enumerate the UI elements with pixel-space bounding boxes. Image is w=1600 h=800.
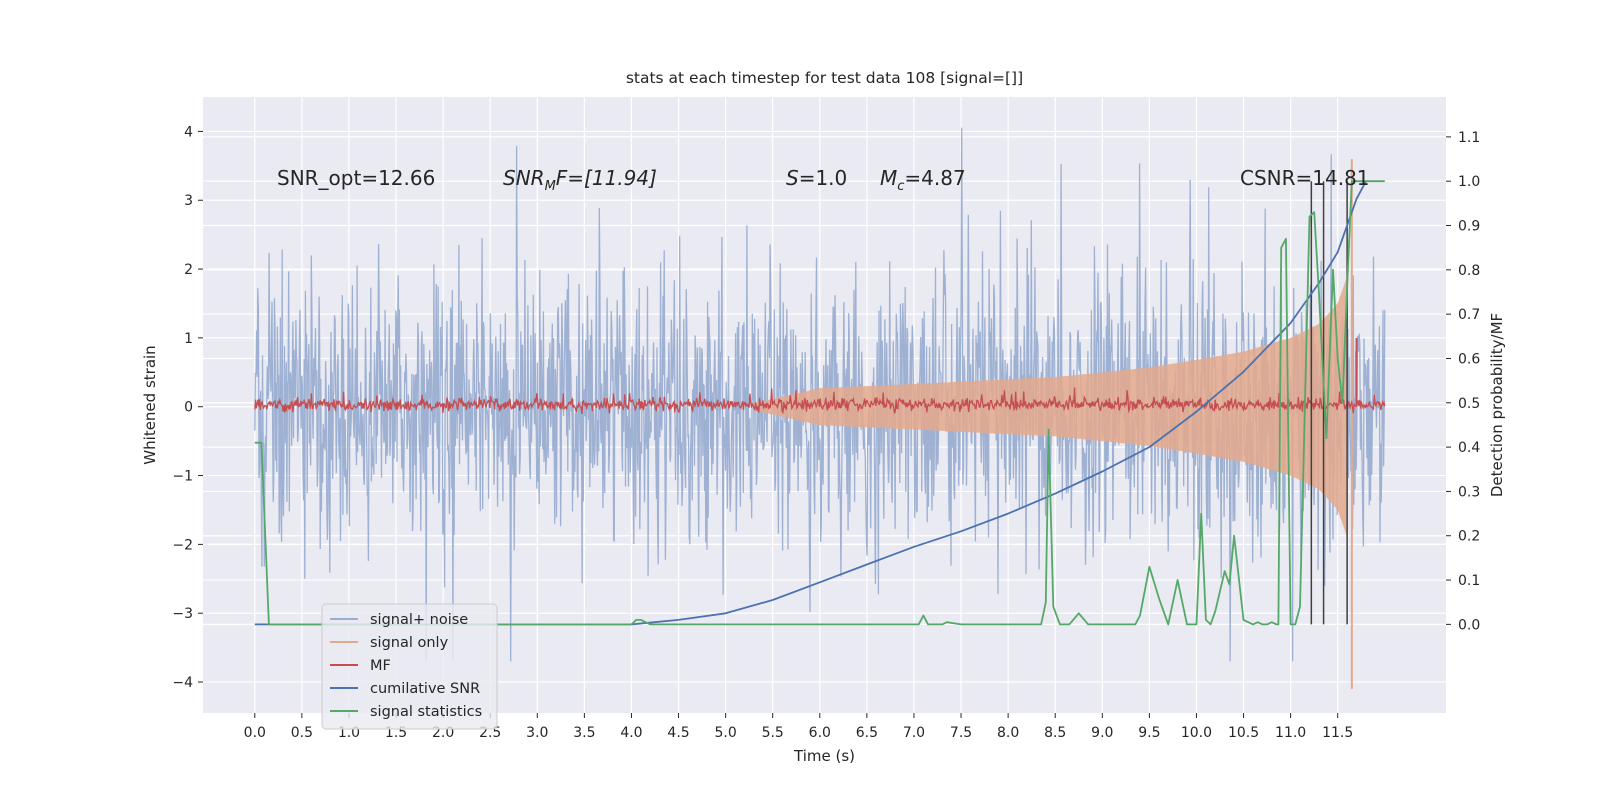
x-tick-label: 5.0 bbox=[714, 725, 736, 741]
series-layer bbox=[254, 127, 1386, 689]
x-tick-label: 11.5 bbox=[1322, 725, 1353, 741]
legend: signal+ noise signal only MF cumilative SNR… bbox=[321, 603, 498, 730]
x-tick-label: 8.5 bbox=[1044, 725, 1066, 741]
legend-label: signal only bbox=[370, 635, 449, 651]
y2-tick-label: 0.5 bbox=[1458, 396, 1480, 412]
series-signal-only bbox=[753, 275, 1348, 538]
series-signal-statistics bbox=[254, 180, 1385, 626]
legend-label: cumilative SNR bbox=[370, 681, 480, 697]
y-tick-label: 3 bbox=[184, 193, 193, 209]
x-tick-label: 8.0 bbox=[997, 725, 1019, 741]
chart-title: stats at each timestep for test data 108… bbox=[626, 69, 1023, 87]
annotation-snr-mf-value: F=[11.94] bbox=[556, 166, 657, 190]
y2-tick-label: 0.2 bbox=[1458, 529, 1480, 545]
axis-ticks: 0.0 0.5 1.0 1.5 2.0 2.5 3.0 3.5 4.0 4.5 5.0 5.5 6.0 6… bbox=[172, 124, 1480, 741]
y2-tick-label: 0.4 bbox=[1458, 440, 1480, 456]
y2-tick-label: 0.6 bbox=[1458, 351, 1480, 367]
y-tick-label: 0 bbox=[184, 400, 193, 416]
x-tick-label: 10.0 bbox=[1181, 725, 1212, 741]
x-tick-label: 10.5 bbox=[1228, 725, 1259, 741]
annotation-s-value: =1.0 bbox=[799, 166, 848, 190]
legend-label: MF bbox=[370, 658, 391, 674]
x-axis-label: Time (s) bbox=[793, 747, 855, 765]
x-tick-label: 3.0 bbox=[526, 725, 548, 741]
x-tick-label: 4.5 bbox=[667, 725, 689, 741]
y-tick-label: 1 bbox=[184, 331, 193, 347]
y2-tick-label: 0.8 bbox=[1458, 263, 1480, 279]
y-axis-label: Whitened strain bbox=[141, 345, 159, 464]
y2-tick-label: 0.7 bbox=[1458, 307, 1480, 323]
y-tick-label: 2 bbox=[184, 262, 193, 278]
x-tick-label: 7.5 bbox=[950, 725, 972, 741]
x-tick-label: 5.5 bbox=[762, 725, 784, 741]
annotation-snr-opt: SNR_opt=12.66 bbox=[277, 166, 435, 190]
annotation-snr-mf-symbol: SNR bbox=[503, 166, 545, 190]
annotation-s-symbol: S bbox=[786, 166, 799, 190]
x-tick-label: 6.0 bbox=[809, 725, 831, 741]
x-tick-label: 7.0 bbox=[903, 725, 925, 741]
annotation-mc-subscript: c bbox=[897, 179, 904, 194]
x-tick-label: 11.0 bbox=[1275, 725, 1306, 741]
y2-tick-label: 0.3 bbox=[1458, 484, 1480, 500]
y-tick-label: −1 bbox=[172, 469, 193, 485]
legend-label: signal+ noise bbox=[370, 612, 468, 628]
x-tick-label: 0.0 bbox=[244, 725, 266, 741]
x-tick-label: 9.0 bbox=[1091, 725, 1113, 741]
y-tick-label: −2 bbox=[172, 537, 193, 553]
y2-tick-label: 1.0 bbox=[1458, 174, 1480, 190]
legend-label: signal statistics bbox=[370, 704, 482, 720]
series-cumulative-snr bbox=[254, 180, 1367, 626]
x-tick-label: 0.5 bbox=[291, 725, 313, 741]
legend-box bbox=[321, 603, 498, 730]
y-tick-label: 4 bbox=[184, 124, 193, 140]
x-tick-label: 6.5 bbox=[856, 725, 878, 741]
annotation-mc-symbol: M bbox=[880, 166, 897, 190]
annotation-csnr: CSNR=14.81 bbox=[1240, 166, 1370, 190]
y2-tick-label: 0.9 bbox=[1458, 219, 1480, 235]
annotation-s: S=1.0 bbox=[786, 166, 847, 190]
y2-tick-label: 1.1 bbox=[1458, 130, 1480, 146]
y-tick-label: −3 bbox=[172, 606, 193, 622]
x-tick-label: 3.5 bbox=[573, 725, 595, 741]
y-tick-label: −4 bbox=[172, 675, 193, 691]
annotation-snr-mf-subscript: M bbox=[545, 179, 556, 194]
x-tick-label: 4.0 bbox=[620, 725, 642, 741]
y2-tick-label: 0.0 bbox=[1458, 617, 1480, 633]
annotation-snr-mf: SNRMF=[11.94] bbox=[503, 166, 657, 194]
annotation-mc: Mc=4.87 bbox=[880, 166, 966, 194]
y2-tick-label: 0.1 bbox=[1458, 573, 1480, 589]
y2-axis-label: Detection probability/MF bbox=[1488, 313, 1506, 497]
annotation-mc-value: =4.87 bbox=[904, 166, 965, 190]
series-mf bbox=[254, 387, 1386, 415]
x-tick-label: 9.5 bbox=[1138, 725, 1160, 741]
